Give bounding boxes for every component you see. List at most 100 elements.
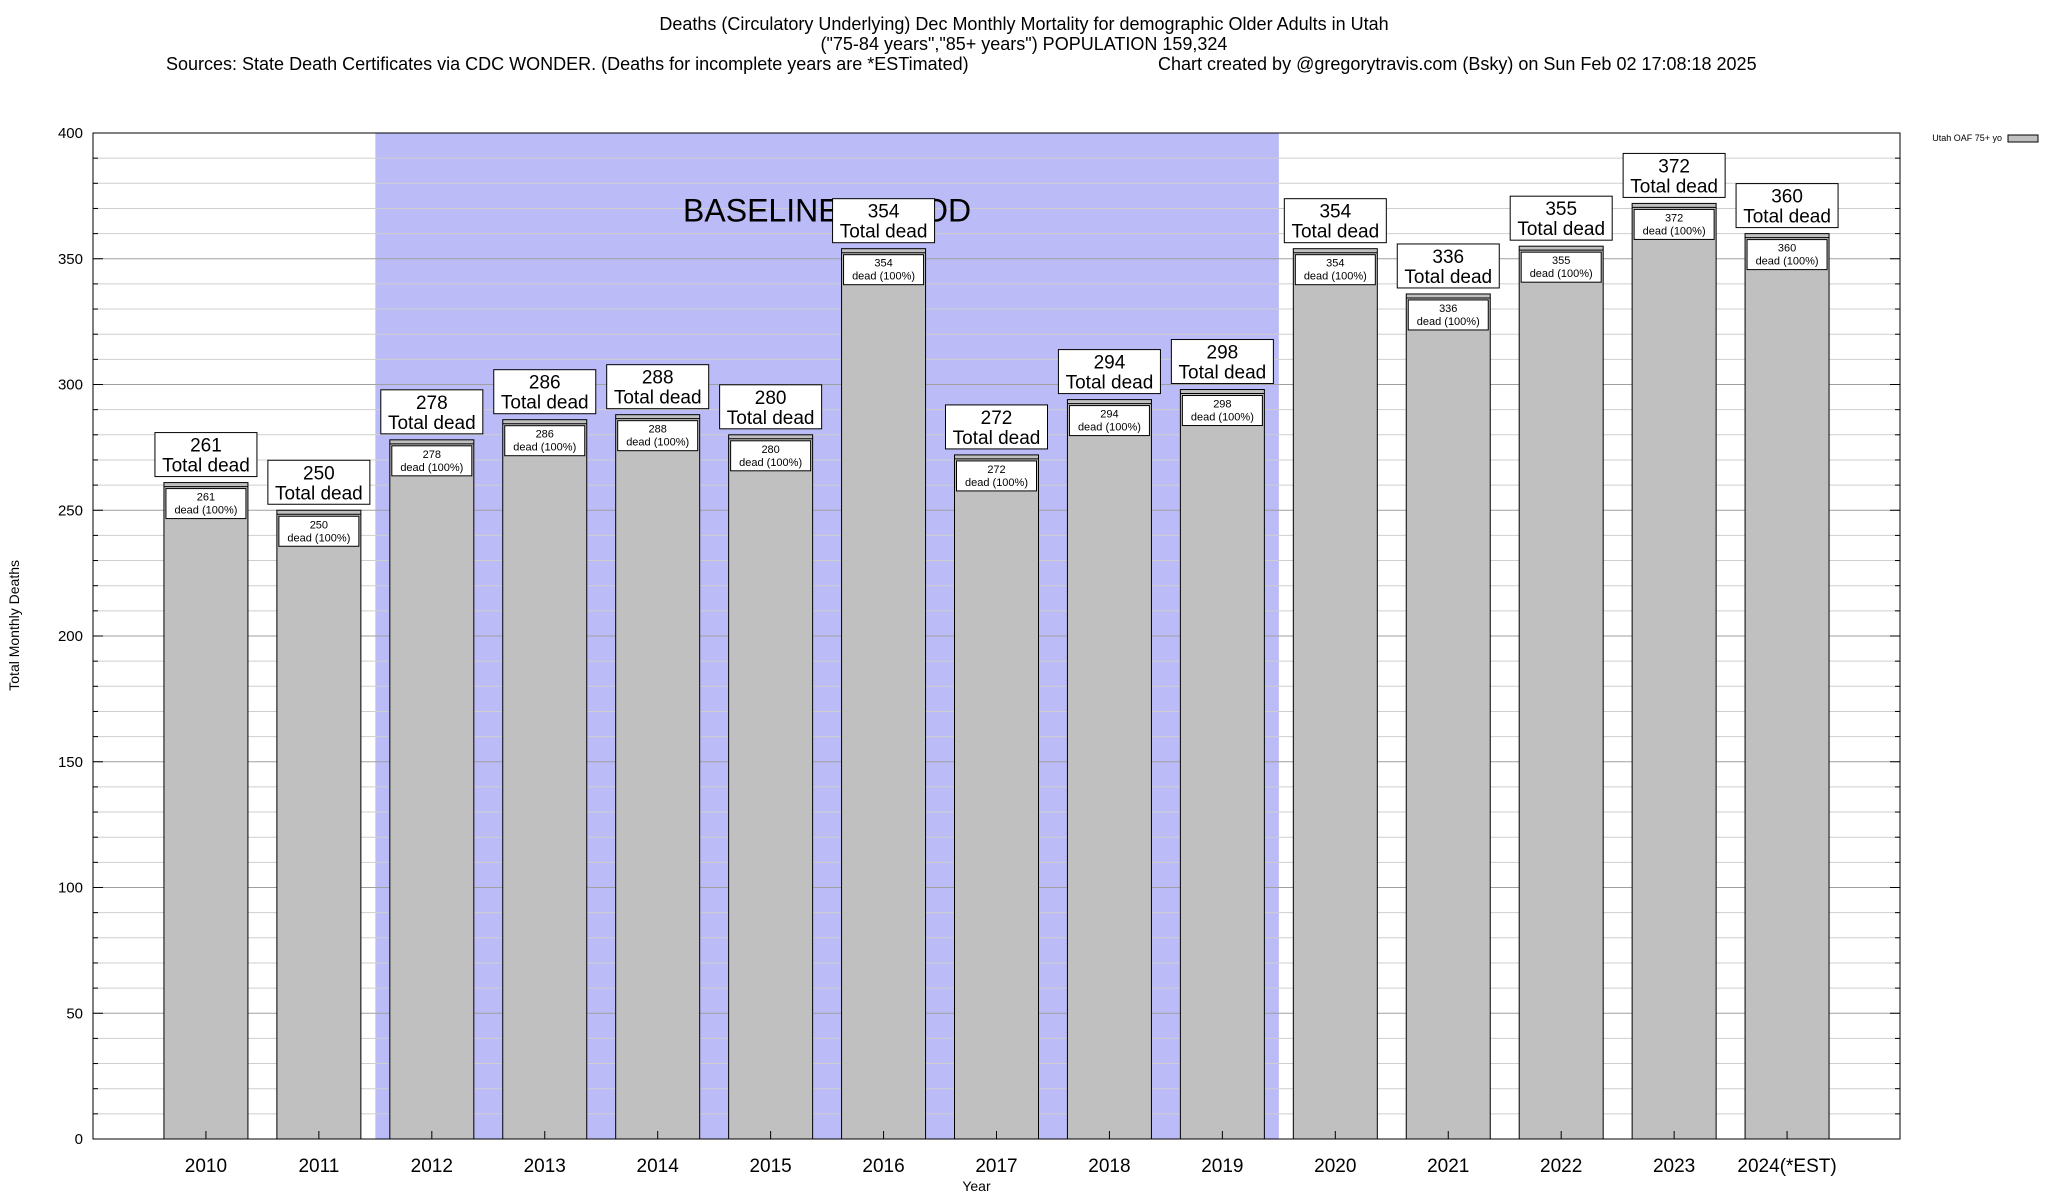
- outer-label-value: 298: [1207, 343, 1239, 364]
- x-tick-label: 2010: [185, 1156, 227, 1177]
- x-tick-label: 2019: [1201, 1156, 1243, 1177]
- x-tick-label: 2014: [637, 1156, 680, 1177]
- x-tick-label: 2023: [1653, 1156, 1695, 1177]
- inner-label-text: dead (100%): [174, 505, 237, 517]
- outer-label-box: [493, 369, 597, 415]
- outer-label-text: Total dead: [1630, 176, 1718, 197]
- inner-label-value: 280: [761, 444, 779, 456]
- outer-label-box: [1170, 339, 1274, 385]
- chart-subtitle: ("75-84 years","85+ years") POPULATION 1…: [820, 34, 1228, 54]
- inner-label-box: [1633, 208, 1715, 240]
- outer-label-text: Total dead: [1404, 267, 1492, 288]
- outer-label-text: Total dead: [162, 456, 250, 477]
- inner-label-text: dead (100%): [1756, 256, 1819, 268]
- inner-label-value: 261: [197, 492, 215, 504]
- x-tick-label: 2022: [1540, 1156, 1582, 1177]
- x-axis-label: Year: [962, 1178, 991, 1194]
- inner-label-text: dead (100%): [852, 271, 915, 283]
- inner-label-text: dead (100%): [287, 532, 350, 544]
- outer-label-text: Total dead: [501, 393, 589, 414]
- inner-label-box: [1294, 254, 1376, 286]
- outer-label-text: Total dead: [1517, 219, 1605, 240]
- outer-label-text: Total dead: [1291, 222, 1379, 243]
- x-tick-label: 2017: [975, 1156, 1017, 1177]
- inner-label-text: dead (100%): [513, 442, 576, 454]
- y-tick-label: 400: [58, 125, 83, 142]
- outer-label-text: Total dead: [840, 222, 928, 243]
- inner-label-text: dead (100%): [626, 437, 689, 449]
- inner-label-value: 288: [649, 424, 667, 436]
- y-tick-label: 250: [58, 502, 83, 519]
- inner-label-text: dead (100%): [400, 462, 463, 474]
- outer-label-box: [1396, 243, 1500, 289]
- chart-credit: Chart created by @gregorytravis.com (Bsk…: [1158, 54, 1757, 74]
- inner-label-box: [1181, 395, 1263, 427]
- bar-2019: [1179, 389, 1265, 1140]
- inner-label-box: [1746, 239, 1828, 271]
- bar-2022: [1518, 245, 1604, 1140]
- outer-label-value: 372: [1658, 156, 1690, 177]
- outer-label-box: [1735, 183, 1839, 229]
- outer-label-box: [832, 198, 936, 244]
- y-tick-label: 350: [58, 251, 83, 268]
- bar-2024(*EST): [1744, 233, 1830, 1140]
- outer-label-box: [1283, 198, 1387, 244]
- outer-label-value: 354: [868, 202, 900, 223]
- bar-2017: [954, 454, 1039, 1140]
- x-tick-label: 2015: [749, 1156, 791, 1177]
- x-tick-label: 2018: [1088, 1156, 1130, 1177]
- inner-label-box: [1520, 251, 1602, 283]
- inner-label-box: [730, 440, 812, 472]
- outer-label-text: Total dead: [275, 483, 363, 504]
- outer-label-value: 360: [1771, 187, 1803, 208]
- inner-label-box: [504, 425, 586, 457]
- inner-label-value: 298: [1213, 399, 1231, 411]
- outer-label-text: Total dead: [953, 428, 1041, 449]
- x-tick-label: 2020: [1314, 1156, 1356, 1177]
- bar-2013: [502, 419, 588, 1140]
- inner-label-value: 336: [1439, 303, 1457, 315]
- inner-label-value: 272: [987, 464, 1005, 476]
- outer-label-text: Total dead: [1743, 207, 1831, 228]
- outer-label-box: [154, 432, 258, 478]
- bar-2010: [163, 482, 249, 1140]
- inner-label-text: dead (100%): [1643, 225, 1706, 237]
- inner-label-box: [617, 420, 699, 452]
- outer-label-box: [606, 364, 710, 410]
- inner-label-text: dead (100%): [1417, 316, 1480, 328]
- x-tick-label: 2013: [524, 1156, 566, 1177]
- bar-2023: [1631, 202, 1717, 1140]
- inner-label-value: 354: [1326, 258, 1344, 270]
- outer-label-value: 294: [1094, 353, 1126, 374]
- plot-frame: [92, 132, 1901, 1140]
- inner-label-value: 278: [423, 449, 441, 461]
- x-tick-label: 2011: [298, 1156, 339, 1177]
- inner-label-value: 354: [874, 258, 892, 270]
- chart-sources: Sources: State Death Certificates via CD…: [166, 54, 969, 74]
- inner-label-value: 355: [1552, 255, 1570, 267]
- inner-label-text: dead (100%): [1304, 271, 1367, 283]
- inner-label-value: 294: [1100, 409, 1118, 421]
- x-tick-label: 2024(*EST): [1737, 1156, 1836, 1177]
- chart-title-block: Deaths (Circulatory Underlying) Dec Mont…: [0, 14, 2048, 54]
- outer-label-value: 278: [416, 393, 448, 414]
- bar-2020: [1292, 248, 1378, 1140]
- inner-label-text: dead (100%): [1530, 268, 1593, 280]
- inner-label-box: [1068, 405, 1150, 437]
- outer-label-text: Total dead: [614, 388, 702, 409]
- chart-title: Deaths (Circulatory Underlying) Dec Mont…: [659, 14, 1389, 34]
- bar-2021: [1405, 293, 1491, 1140]
- inner-label-text: dead (100%): [1191, 412, 1254, 424]
- outer-label-box: [1057, 349, 1161, 395]
- inner-label-text: dead (100%): [739, 457, 802, 469]
- outer-label-box: [1509, 195, 1613, 241]
- bar-2015: [728, 434, 814, 1140]
- inner-label-box: [165, 488, 247, 520]
- x-tick-label: 2012: [411, 1156, 453, 1177]
- bar-2012: [389, 439, 475, 1140]
- bar-2014: [615, 414, 701, 1140]
- inner-label-text: dead (100%): [965, 477, 1028, 489]
- inner-label-box: [391, 445, 473, 477]
- outer-label-value: 286: [529, 373, 561, 394]
- legend-label: Utah OAF 75+ yo: [1932, 133, 2002, 143]
